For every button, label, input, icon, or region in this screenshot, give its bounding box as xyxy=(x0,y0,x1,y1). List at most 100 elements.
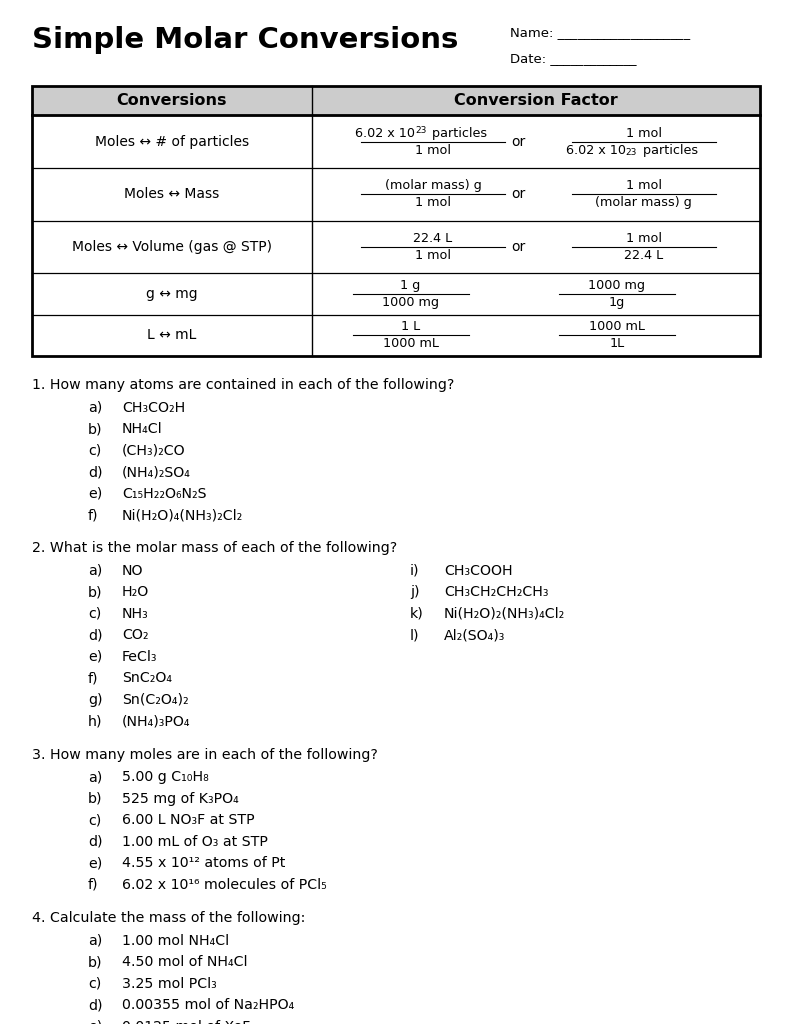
Text: a): a) xyxy=(88,934,102,948)
Text: 1.00 mol NH₄Cl: 1.00 mol NH₄Cl xyxy=(122,934,229,948)
Text: Moles ↔ Volume (gas @ STP): Moles ↔ Volume (gas @ STP) xyxy=(72,240,272,254)
Text: NH₃: NH₃ xyxy=(122,607,149,621)
Text: SnC₂O₄: SnC₂O₄ xyxy=(122,672,172,685)
Text: (CH₃)₂CO: (CH₃)₂CO xyxy=(122,443,186,458)
Text: CO₂: CO₂ xyxy=(122,629,149,642)
Text: f): f) xyxy=(88,508,99,522)
Text: 1L: 1L xyxy=(609,337,624,350)
Text: (NH₄)₃PO₄: (NH₄)₃PO₄ xyxy=(122,715,191,728)
Text: 1 mol: 1 mol xyxy=(626,127,661,140)
Text: Conversion Factor: Conversion Factor xyxy=(454,93,618,109)
Text: c): c) xyxy=(88,607,101,621)
Text: l): l) xyxy=(410,629,419,642)
Text: j): j) xyxy=(410,586,419,599)
Text: (molar mass) g: (molar mass) g xyxy=(595,196,692,209)
Text: particles: particles xyxy=(638,143,698,157)
Text: 1 L: 1 L xyxy=(401,321,420,334)
Text: Moles ↔ # of particles: Moles ↔ # of particles xyxy=(95,135,249,148)
Text: (molar mass) g: (molar mass) g xyxy=(384,179,482,193)
Text: 1 mol: 1 mol xyxy=(415,249,451,261)
Text: L ↔ mL: L ↔ mL xyxy=(147,329,197,342)
Text: Moles ↔ Mass: Moles ↔ Mass xyxy=(124,187,220,202)
Text: g): g) xyxy=(88,693,103,707)
Text: CH₃CO₂H: CH₃CO₂H xyxy=(122,400,185,415)
Text: k): k) xyxy=(410,607,424,621)
Text: CH₃CH₂CH₂CH₃: CH₃CH₂CH₂CH₃ xyxy=(444,586,548,599)
Text: Date: _____________: Date: _____________ xyxy=(510,52,637,65)
Text: h): h) xyxy=(88,715,103,728)
Text: b): b) xyxy=(88,792,103,806)
Text: Conversions: Conversions xyxy=(117,93,227,109)
Text: b): b) xyxy=(88,422,103,436)
Text: f): f) xyxy=(88,672,99,685)
Text: 1000 mg: 1000 mg xyxy=(589,279,645,292)
Text: 6.02 x 10: 6.02 x 10 xyxy=(355,127,415,140)
Text: d): d) xyxy=(88,465,103,479)
Text: 23: 23 xyxy=(415,126,426,135)
Text: Name: ____________________: Name: ____________________ xyxy=(510,26,690,39)
Text: a): a) xyxy=(88,564,102,578)
Text: d): d) xyxy=(88,998,103,1013)
Text: Ni(H₂O)₂(NH₃)₄Cl₂: Ni(H₂O)₂(NH₃)₄Cl₂ xyxy=(444,607,566,621)
Text: 525 mg of K₃PO₄: 525 mg of K₃PO₄ xyxy=(122,792,239,806)
Text: d): d) xyxy=(88,629,103,642)
Text: Al₂(SO₄)₃: Al₂(SO₄)₃ xyxy=(444,629,505,642)
Text: particles: particles xyxy=(428,127,487,140)
Text: g ↔ mg: g ↔ mg xyxy=(146,287,198,301)
Text: 4.50 mol of NH₄Cl: 4.50 mol of NH₄Cl xyxy=(122,955,248,970)
Text: 1. How many atoms are contained in each of the following?: 1. How many atoms are contained in each … xyxy=(32,378,454,392)
Text: 1 mol: 1 mol xyxy=(626,179,661,193)
Text: (NH₄)₂SO₄: (NH₄)₂SO₄ xyxy=(122,465,191,479)
Text: 5.00 g C₁₀H₈: 5.00 g C₁₀H₈ xyxy=(122,770,209,784)
Text: e): e) xyxy=(88,1020,102,1024)
Text: 1 mol: 1 mol xyxy=(415,196,451,209)
Text: C₁₅H₂₂O₆N₂S: C₁₅H₂₂O₆N₂S xyxy=(122,486,206,501)
Text: 1 mol: 1 mol xyxy=(626,232,661,245)
Text: 2. What is the molar mass of each of the following?: 2. What is the molar mass of each of the… xyxy=(32,542,397,555)
Text: 6.00 L NO₃F at STP: 6.00 L NO₃F at STP xyxy=(122,813,255,827)
Text: 1 g: 1 g xyxy=(400,279,421,292)
Text: 22.4 L: 22.4 L xyxy=(624,249,663,261)
Text: 1.00 mL of O₃ at STP: 1.00 mL of O₃ at STP xyxy=(122,835,268,849)
Text: a): a) xyxy=(88,770,102,784)
Text: i): i) xyxy=(410,564,419,578)
Text: d): d) xyxy=(88,835,103,849)
Text: 0.00355 mol of Na₂HPO₄: 0.00355 mol of Na₂HPO₄ xyxy=(122,998,294,1013)
Text: 4.55 x 10¹² atoms of Pt: 4.55 x 10¹² atoms of Pt xyxy=(122,856,286,870)
Text: 6.02 x 10: 6.02 x 10 xyxy=(566,143,626,157)
Text: FeCl₃: FeCl₃ xyxy=(122,650,157,664)
Text: Simple Molar Conversions: Simple Molar Conversions xyxy=(32,26,458,54)
Text: Ni(H₂O)₄(NH₃)₂Cl₂: Ni(H₂O)₄(NH₃)₂Cl₂ xyxy=(122,508,244,522)
Bar xyxy=(32,86,760,116)
Text: a): a) xyxy=(88,400,102,415)
Text: f): f) xyxy=(88,878,99,892)
Text: c): c) xyxy=(88,443,101,458)
Text: b): b) xyxy=(88,955,103,970)
Text: NO: NO xyxy=(122,564,143,578)
Text: 3.25 mol PCl₃: 3.25 mol PCl₃ xyxy=(122,977,217,991)
Text: b): b) xyxy=(88,586,103,599)
Text: 1000 mg: 1000 mg xyxy=(382,296,439,308)
Text: 1g: 1g xyxy=(608,296,625,308)
Text: or: or xyxy=(511,240,525,254)
Text: 23: 23 xyxy=(626,148,637,158)
Text: c): c) xyxy=(88,977,101,991)
Text: e): e) xyxy=(88,856,102,870)
Text: 1000 mL: 1000 mL xyxy=(383,337,438,350)
Text: 1000 mL: 1000 mL xyxy=(589,321,645,334)
Text: 4. Calculate the mass of the following:: 4. Calculate the mass of the following: xyxy=(32,911,305,926)
Text: or: or xyxy=(511,135,525,148)
Text: or: or xyxy=(511,187,525,202)
Text: 3. How many moles are in each of the following?: 3. How many moles are in each of the fol… xyxy=(32,748,378,762)
Bar xyxy=(32,86,760,356)
Text: CH₃COOH: CH₃COOH xyxy=(444,564,513,578)
Text: c): c) xyxy=(88,813,101,827)
Text: 1 mol: 1 mol xyxy=(415,143,451,157)
Text: Sn(C₂O₄)₂: Sn(C₂O₄)₂ xyxy=(122,693,188,707)
Text: e): e) xyxy=(88,650,102,664)
Text: e): e) xyxy=(88,486,102,501)
Text: 6.02 x 10¹⁶ molecules of PCl₅: 6.02 x 10¹⁶ molecules of PCl₅ xyxy=(122,878,327,892)
Text: 0.0125 mol of XeF₄: 0.0125 mol of XeF₄ xyxy=(122,1020,255,1024)
Text: 22.4 L: 22.4 L xyxy=(414,232,452,245)
Text: NH₄Cl: NH₄Cl xyxy=(122,422,163,436)
